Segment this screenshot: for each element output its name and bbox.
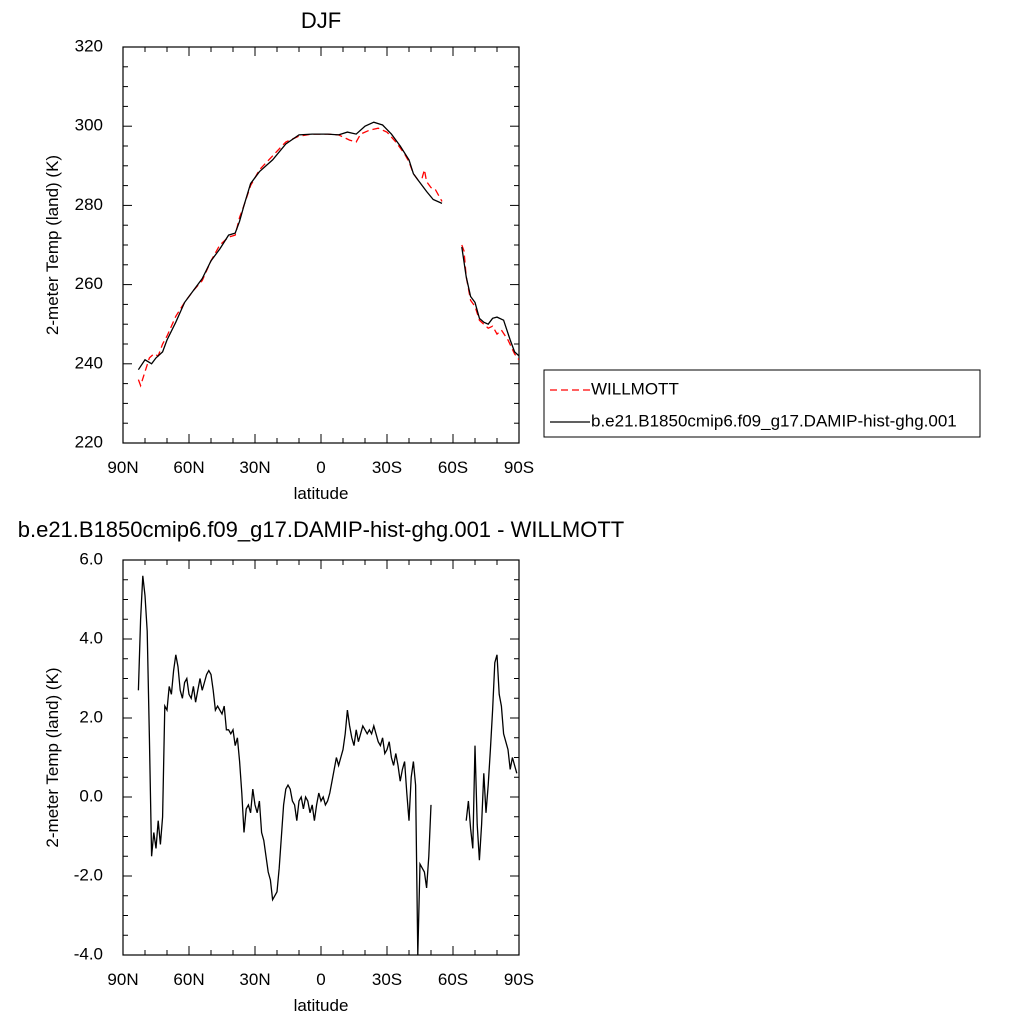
y-tick-label: 240	[75, 353, 103, 372]
x-axis-label: latitude	[294, 996, 349, 1015]
legend-label: b.e21.B1850cmip6.f09_g17.DAMIP-hist-ghg.…	[591, 411, 957, 430]
y-tick-label: 320	[75, 36, 103, 55]
x-tick-label: 0	[316, 458, 325, 477]
chart-panel-1: DJF 90N 60N 30N 0 30S 60S 90S 220 240 260 280 300 320…	[43, 8, 981, 503]
x-tick-label: 30S	[372, 970, 402, 989]
chart-title: b.e21.B1850cmip6.f09_g17.DAMIP-hist-ghg.…	[18, 517, 625, 542]
x-tick-label: 30N	[239, 970, 270, 989]
x-tick-label: 30S	[372, 458, 402, 477]
x-axis-label: latitude	[294, 484, 349, 503]
x-tick-label: 0	[316, 970, 325, 989]
series-line-2-segment-2	[461, 246, 519, 357]
y-tick-label: 6.0	[79, 549, 103, 568]
x-tick-label: 60N	[173, 970, 204, 989]
legend: WILLMOTT b.e21.B1850cmip6.f09_g17.DAMIP-h…	[543, 369, 981, 438]
chart-title: DJF	[301, 8, 341, 33]
y-tick-label: 300	[75, 116, 103, 135]
x-tick-label: 90S	[504, 970, 534, 989]
y-axis-label: 2-meter Temp (land) (K)	[43, 667, 62, 847]
y-tick-label: 260	[75, 274, 103, 293]
x-tick-label: 30N	[239, 458, 270, 477]
legend-box	[543, 369, 981, 438]
y-tick-label: 0.0	[79, 786, 103, 805]
series-line-1-segment-2	[465, 654, 518, 861]
chart-panel-2: b.e21.B1850cmip6.f09_g17.DAMIP-hist-ghg.…	[18, 517, 625, 1015]
y-tick-label: -2.0	[74, 865, 103, 884]
y-tick-label: -4.0	[74, 944, 103, 963]
x-tick-label: 60S	[438, 970, 468, 989]
y-tick-label: 220	[75, 432, 103, 451]
series-line-1-segment-1	[137, 127, 443, 388]
x-tick-label: 90S	[504, 458, 534, 477]
plot-frame	[122, 559, 520, 956]
legend-label: WILLMOTT	[591, 379, 679, 398]
y-tick-label: 280	[75, 195, 103, 214]
series-line-1-segment-2	[461, 244, 519, 361]
y-tick-label: 4.0	[79, 628, 103, 647]
x-tick-label: 60S	[438, 458, 468, 477]
x-tick-label: 60N	[173, 458, 204, 477]
series-line-2-segment-1	[137, 121, 443, 371]
series-line-1-segment-1	[137, 575, 432, 955]
y-axis-label: 2-meter Temp (land) (K)	[43, 155, 62, 335]
plot-frame	[122, 46, 520, 444]
x-tick-label: 90N	[107, 458, 138, 477]
x-tick-label: 90N	[107, 970, 138, 989]
y-tick-label: 2.0	[79, 707, 103, 726]
